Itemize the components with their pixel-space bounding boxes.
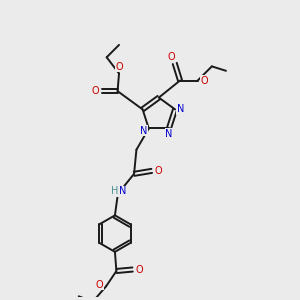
Text: N: N	[140, 126, 147, 136]
Text: O: O	[96, 280, 104, 290]
Text: N: N	[165, 129, 172, 139]
Text: O: O	[200, 76, 208, 85]
Text: O: O	[154, 166, 162, 176]
Text: N: N	[177, 104, 184, 114]
Text: N: N	[118, 187, 126, 196]
Text: O: O	[135, 265, 143, 275]
Text: H: H	[111, 187, 118, 196]
Text: O: O	[115, 62, 123, 72]
Text: O: O	[92, 86, 100, 96]
Text: O: O	[168, 52, 176, 62]
